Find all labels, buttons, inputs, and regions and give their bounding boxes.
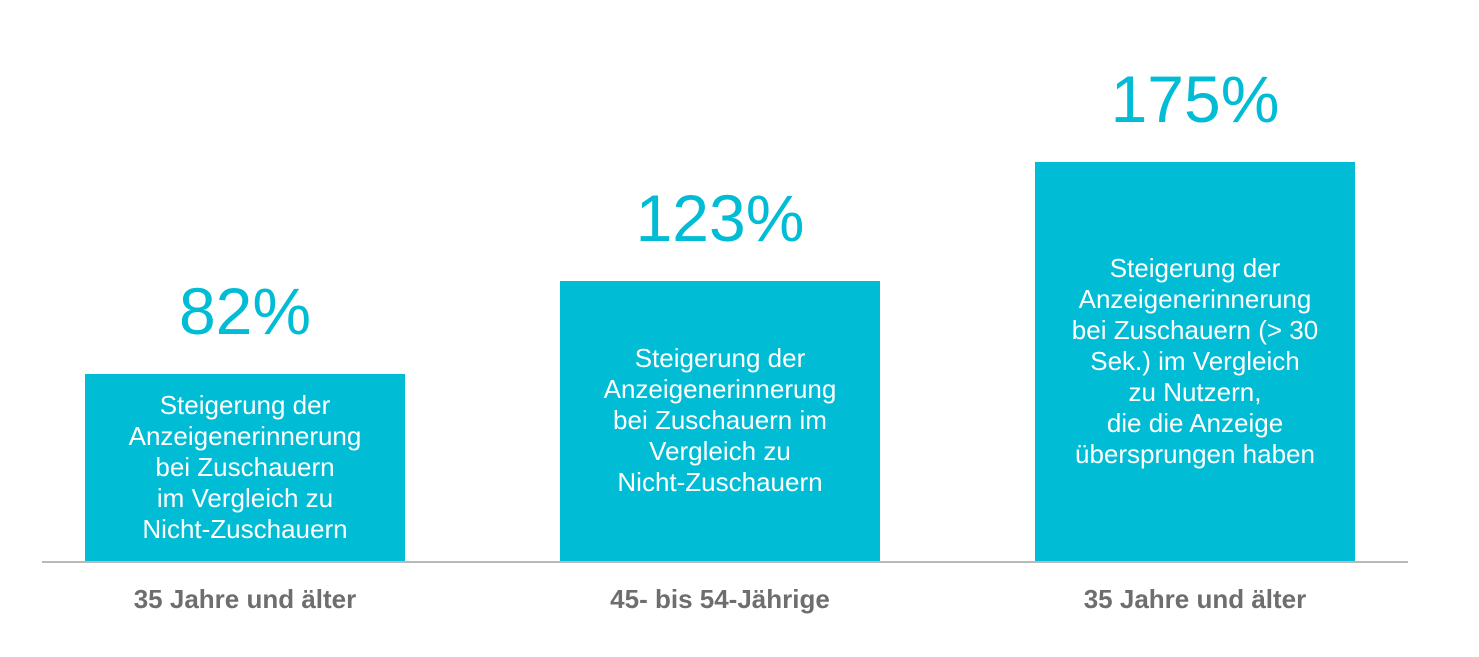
value-label-3: 175% xyxy=(1110,62,1280,136)
bar-3: Steigerung der Anzeigenerinnerung bei Zu… xyxy=(1035,162,1355,561)
category-label-2: 45- bis 54-Jährige xyxy=(610,584,830,614)
bar-2: Steigerung der Anzeigenerinnerung bei Zu… xyxy=(560,280,880,561)
bar-description-1: Steigerung der Anzeigenerinnerung bei Zu… xyxy=(128,390,362,544)
bar-group-3: 175% Steigerung der Anzeigenerinnerung b… xyxy=(1035,0,1355,561)
bar-description-2: Steigerung der Anzeigenerinnerung bei Zu… xyxy=(603,343,837,498)
bar-group-1: 82% Steigerung der Anzeigenerinnerung be… xyxy=(85,0,405,561)
bar-description-3: Steigerung der Anzeigenerinnerung bei Zu… xyxy=(1071,253,1319,469)
bar-group-2: 123% Steigerung der Anzeigenerinnerung b… xyxy=(560,0,880,561)
bar-1: Steigerung der Anzeigenerinnerung bei Zu… xyxy=(85,374,405,561)
value-label-1: 82% xyxy=(178,274,312,349)
category-label-3: 35 Jahre und älter xyxy=(1083,584,1307,614)
x-axis-baseline xyxy=(42,561,1408,563)
value-label-2: 123% xyxy=(635,180,805,255)
category-label-1: 35 Jahre und älter xyxy=(133,584,357,614)
